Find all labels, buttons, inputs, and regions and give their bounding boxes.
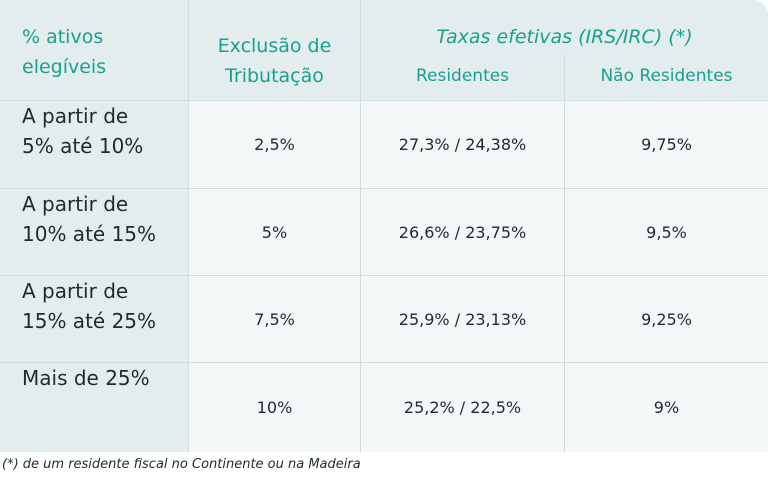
cell-non-residents: 9,25% (565, 276, 768, 363)
cell-residents: 27,3% / 24,38% (361, 101, 565, 189)
cell-exclusion: 5% (189, 189, 361, 276)
row-label: Mais de 25% (0, 363, 189, 452)
row-label: A partir de 5% até 10% (0, 101, 189, 189)
row-label-line1: A partir de (22, 104, 129, 128)
cell-residents: 25,9% / 23,13% (361, 276, 565, 363)
header-residents: Residentes (361, 54, 565, 100)
header-non-residents: Não Residentes (600, 66, 733, 86)
cell-non-residents: 9,75% (565, 101, 768, 189)
cell-exclusion: 10% (189, 363, 361, 452)
cell-exclusion: 7,5% (189, 276, 361, 363)
row-label-line2: 5% até 10% (22, 134, 144, 158)
cell-non-residents: 9,5% (565, 189, 768, 276)
header-eligible-assets-line2: elegíveis (22, 56, 107, 78)
header-tax-exclusion-line1: Exclusão de (217, 35, 332, 57)
tax-rates-table: % ativos elegíveis Exclusão de Tributaçã… (0, 0, 768, 452)
cell-residents: 26,6% / 23,75% (361, 189, 565, 276)
row-label-line1: Mais de 25% (22, 366, 150, 390)
row-label: A partir de 15% até 25% (0, 276, 189, 363)
row-label-line1: A partir de (22, 279, 129, 303)
header-tax-exclusion-line2: Tributação (225, 65, 324, 87)
footnote: (*) de um residente fiscal no Continente… (2, 457, 361, 472)
cell-exclusion: 2,5% (189, 101, 361, 189)
header-effective-rates-subheaders: Residentes Não Residentes (361, 54, 768, 100)
header-effective-rates: Taxas efetivas (IRS/IRC) (*) Residentes … (361, 0, 768, 101)
cell-residents: 25,2% / 22,5% (361, 363, 565, 452)
row-label-line2: 10% até 15% (22, 222, 157, 246)
header-eligible-assets: % ativos elegíveis (0, 0, 189, 101)
row-label-line2: 15% até 25% (22, 309, 157, 333)
row-label: A partir de 10% até 15% (0, 189, 189, 276)
header-effective-rates-title: Taxas efetivas (IRS/IRC) (*) (436, 26, 693, 48)
row-label-line1: A partir de (22, 192, 129, 216)
cell-non-residents: 9% (565, 363, 768, 452)
header-tax-exclusion: Exclusão de Tributação (189, 0, 361, 101)
header-eligible-assets-line1: % ativos (22, 26, 104, 48)
